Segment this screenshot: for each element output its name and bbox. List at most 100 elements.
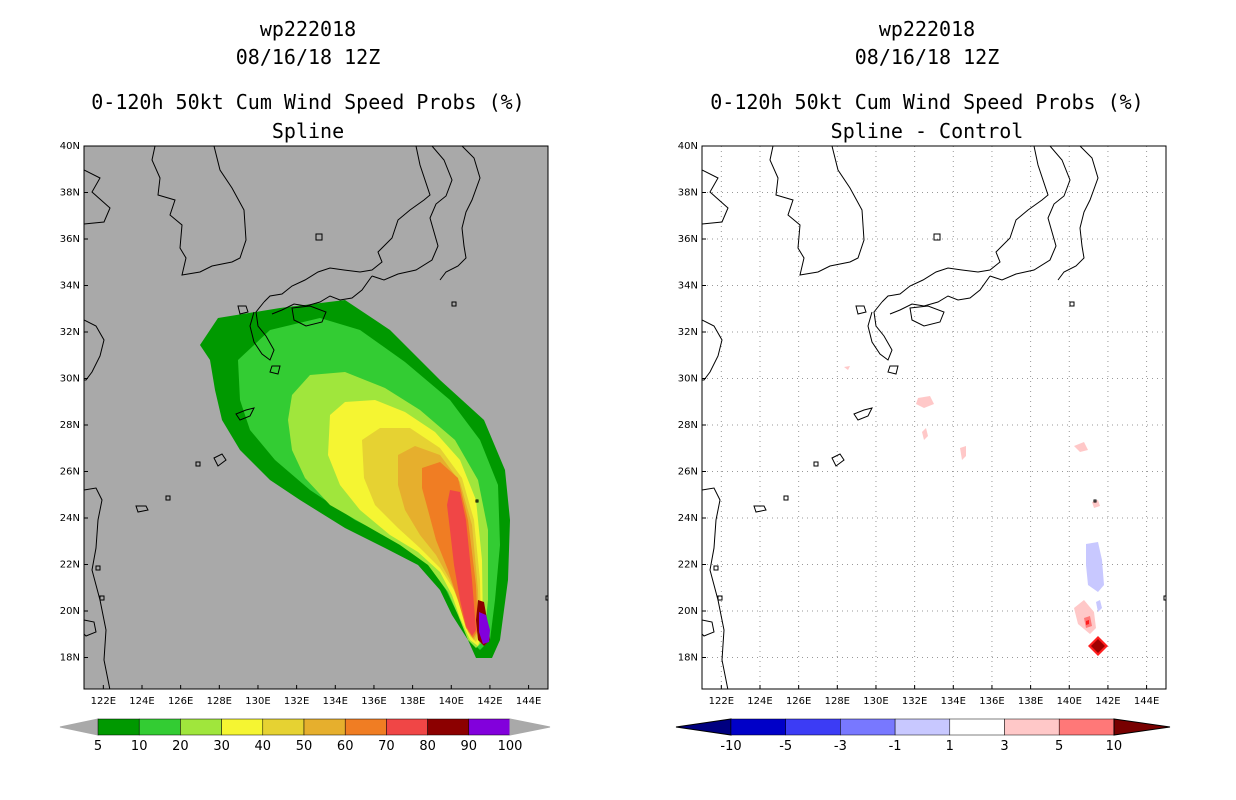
lat-label: 32N <box>60 327 80 338</box>
left-lat-labels: 40N 38N 36N 34N 32N 30N 28N 26N 24N 22N 20N 18N <box>60 141 88 664</box>
colorbar-label: 1 <box>946 739 954 754</box>
colorbar-swatch <box>386 718 428 736</box>
lat-label: 36N <box>678 234 698 245</box>
colorbar-label: 80 <box>419 739 436 754</box>
right-colorbar-low-arrow <box>675 718 732 736</box>
lat-label: 38N <box>678 188 698 199</box>
lon-label: 130E <box>863 696 888 707</box>
colorbar-label: -10 <box>720 739 741 754</box>
colorbar-swatch <box>1004 718 1060 736</box>
lon-label: 138E <box>1018 696 1043 707</box>
colorbar-label: 3 <box>1000 739 1008 754</box>
lon-label: 138E <box>400 696 425 707</box>
left-title-storm-id: wp222018 <box>259 17 357 41</box>
lon-label: 130E <box>245 696 270 707</box>
lat-label: 34N <box>678 281 698 292</box>
left-lon-labels: 122E 124E 126E 128E 130E 132E 134E 136E 138E 140E… <box>91 685 541 707</box>
left-colorbar-low-arrow <box>59 718 99 736</box>
right-difference-contours <box>702 146 1166 689</box>
colorbar-label: 10 <box>1106 739 1123 754</box>
lat-label: 30N <box>60 374 80 385</box>
colorbar-swatch <box>344 718 387 736</box>
lat-label: 24N <box>60 513 80 524</box>
lon-label: 122E <box>709 696 734 707</box>
lon-label: 124E <box>129 696 154 707</box>
lat-label: 30N <box>678 374 698 385</box>
lat-label: 28N <box>60 420 80 431</box>
lat-label: 40N <box>678 141 698 152</box>
diff-patch-negative <box>1086 542 1104 592</box>
lon-label: 144E <box>1134 696 1159 707</box>
diff-patch <box>1074 442 1088 452</box>
colorbar-label: 30 <box>213 739 230 754</box>
colorbar-swatch <box>1058 718 1115 736</box>
right-map: 40N 38N 36N 34N 32N 30N 28N 26N 24N 22N 20N 18N 122… <box>678 141 1167 707</box>
lon-label: 132E <box>902 696 927 707</box>
colorbar-label: 90 <box>461 739 478 754</box>
lat-label: 36N <box>60 234 80 245</box>
right-title-datetime: 08/16/18 12Z <box>854 45 1000 69</box>
lon-label: 126E <box>786 696 811 707</box>
colorbar-swatch <box>180 718 222 736</box>
right-colorbar-labels: -10 -5 -3 -1 1 3 5 10 <box>720 739 1122 754</box>
colorbar-label: 100 <box>498 739 523 754</box>
lat-label: 38N <box>60 188 80 199</box>
left-title-product: 0-120h 50kt Cum Wind Speed Probs (%) <box>91 90 525 114</box>
lon-label: 134E <box>941 696 966 707</box>
colorbar-swatch <box>97 718 140 736</box>
colorbar-label: 60 <box>337 739 354 754</box>
lon-label: 136E <box>361 696 386 707</box>
colorbar-swatch <box>840 718 896 736</box>
contour-70 <box>447 490 476 636</box>
lat-label: 22N <box>678 560 698 571</box>
colorbar-swatch <box>894 718 951 736</box>
lon-label: 136E <box>979 696 1004 707</box>
colorbar-swatch <box>730 718 786 736</box>
colorbar-label: -1 <box>889 739 902 754</box>
right-lon-labels: 122E 124E 126E 128E 130E 132E 134E 136E 138E 140E… <box>709 685 1159 707</box>
lon-label: 134E <box>323 696 348 707</box>
lon-label: 140E <box>439 696 464 707</box>
lon-label: 140E <box>1057 696 1082 707</box>
colorbar-label: -3 <box>834 739 847 754</box>
diff-patch <box>844 366 850 370</box>
right-title-method: Spline - Control <box>830 119 1024 143</box>
lat-label: 40N <box>60 141 80 152</box>
lat-label: 20N <box>60 606 80 617</box>
colorbar-swatch <box>138 718 181 736</box>
lat-label: 34N <box>60 281 80 292</box>
colorbar-label: 50 <box>296 739 313 754</box>
right-colorbar-high-arrow <box>1113 718 1171 736</box>
colorbar-label: 10 <box>131 739 148 754</box>
colorbar-swatch <box>262 718 305 736</box>
colorbar-swatch <box>468 718 511 736</box>
contour-90 <box>479 612 490 644</box>
diff-patch <box>1086 620 1089 625</box>
lon-label: 142E <box>1095 696 1120 707</box>
colorbar-swatch <box>221 718 264 736</box>
lat-label: 32N <box>678 327 698 338</box>
right-colorbar: -10 -5 -3 -1 1 3 5 10 <box>675 718 1171 754</box>
lon-label: 128E <box>825 696 850 707</box>
left-title-datetime: 08/16/18 12Z <box>235 45 381 69</box>
diff-patch <box>916 396 934 408</box>
colorbar-label: 70 <box>378 739 395 754</box>
diff-patch-negative <box>1096 600 1102 612</box>
lon-label: 128E <box>207 696 232 707</box>
colorbar-label: 5 <box>1055 739 1063 754</box>
right-title-storm-id: wp222018 <box>878 17 976 41</box>
lon-label: 126E <box>168 696 193 707</box>
right-grid-lines <box>702 146 1166 689</box>
lat-label: 26N <box>678 467 698 478</box>
diff-patch <box>1091 639 1105 653</box>
right-title-product: 0-120h 50kt Cum Wind Speed Probs (%) <box>710 90 1144 114</box>
lon-label: 132E <box>284 696 309 707</box>
lat-label: 26N <box>60 467 80 478</box>
colorbar-label: 40 <box>255 739 272 754</box>
lat-label: 24N <box>678 513 698 524</box>
right-map-background <box>702 146 1166 689</box>
colorbar-swatch <box>949 718 1005 736</box>
lat-label: 18N <box>60 653 80 664</box>
lon-label: 122E <box>91 696 116 707</box>
lat-label: 28N <box>678 420 698 431</box>
